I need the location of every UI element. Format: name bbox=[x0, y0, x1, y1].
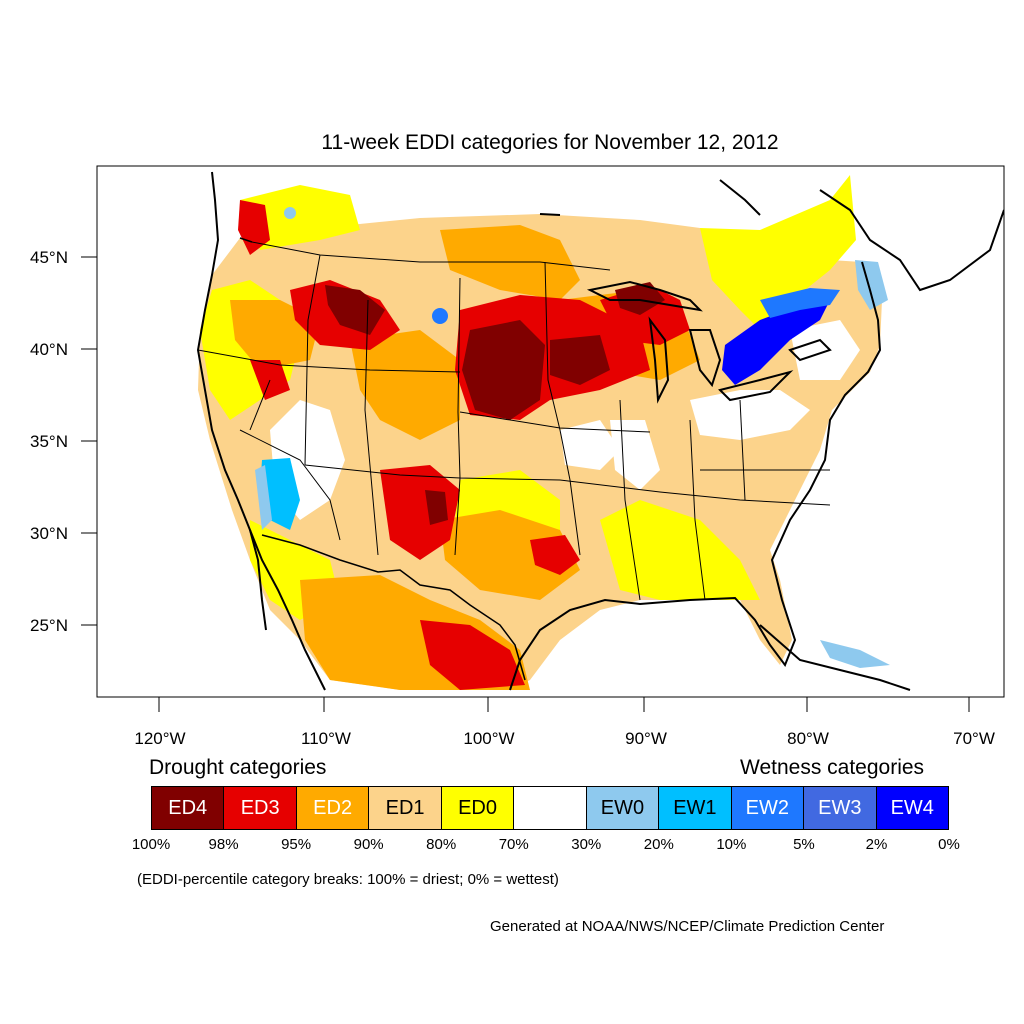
ew0-spot-washington bbox=[284, 207, 296, 219]
break-label: 80% bbox=[426, 836, 457, 853]
coastlines bbox=[196, 171, 1004, 691]
eddi-map: 45°N 40°N 35°N 30°N 25°N 120°W 110°W 100… bbox=[30, 165, 1005, 748]
legend-swatch: EW0 bbox=[585, 786, 660, 830]
neutral-region-illinois bbox=[610, 420, 660, 490]
break-label: 10% bbox=[716, 836, 747, 853]
ed3-region-washington bbox=[238, 200, 270, 255]
legend-swatch: EW4 bbox=[875, 786, 949, 830]
break-label: 30% bbox=[571, 836, 602, 853]
x-tick-label: 110°W bbox=[301, 729, 351, 748]
legend-swatch: ED0 bbox=[440, 786, 515, 830]
x-tick-label: 120°W bbox=[134, 729, 185, 748]
ew2-spot-idaho bbox=[432, 308, 448, 324]
y-axis bbox=[81, 256, 97, 626]
y-tick-label: 45°N bbox=[30, 248, 68, 267]
x-tick-label: 100°W bbox=[463, 729, 514, 748]
ed4-region-iowa bbox=[550, 335, 610, 385]
ed3-region-mexico bbox=[420, 620, 525, 690]
legend-swatch: ED2 bbox=[295, 786, 370, 830]
ew4-region-ontario bbox=[722, 300, 830, 385]
break-label: 90% bbox=[353, 836, 384, 853]
legend-swatch: ED1 bbox=[368, 786, 442, 830]
break-label: 98% bbox=[208, 836, 239, 853]
ed2-region-texas bbox=[440, 510, 580, 600]
y-tick-label: 40°N bbox=[30, 340, 68, 359]
ed2-region-rockies bbox=[350, 330, 460, 440]
y-tick-label: 30°N bbox=[30, 524, 68, 543]
ed3-region-new-mexico bbox=[380, 465, 460, 560]
break-label: 5% bbox=[793, 836, 815, 853]
break-label: 2% bbox=[865, 836, 888, 853]
international-borders bbox=[239, 237, 526, 681]
ed0-region-southeast bbox=[600, 500, 760, 600]
break-label: 0% bbox=[938, 836, 960, 853]
wetness-legend-heading: Wetness categories bbox=[740, 756, 925, 779]
great-lakes bbox=[586, 280, 832, 404]
state-boundaries bbox=[197, 241, 831, 601]
ed4-region-montana bbox=[325, 285, 385, 335]
drought-legend-heading: Drought categories bbox=[149, 756, 327, 779]
neutral-region-texas bbox=[560, 420, 620, 470]
break-label: 70% bbox=[498, 836, 529, 853]
map-title: 11-week EDDI categories for November 12,… bbox=[321, 131, 779, 154]
y-tick-labels: 45°N 40°N 35°N 30°N 25°N bbox=[30, 248, 68, 635]
neutral-region-newengland bbox=[790, 320, 860, 380]
x-tick-label: 90°W bbox=[625, 729, 667, 748]
ed0-region-northeast bbox=[700, 175, 856, 330]
ew0-region-quebec bbox=[855, 260, 888, 310]
ed4-region-new-mexico bbox=[425, 490, 448, 525]
ed0-region-north bbox=[240, 185, 360, 250]
plot-frame bbox=[96, 165, 1005, 698]
x-axis bbox=[158, 697, 970, 712]
y-tick-label: 35°N bbox=[30, 432, 68, 451]
ed4-region-wisconsin bbox=[615, 282, 665, 315]
category-note: (EDDI-percentile category breaks: 100% =… bbox=[137, 871, 559, 888]
legend-swatch: EW2 bbox=[730, 786, 805, 830]
legend-swatch bbox=[513, 786, 587, 830]
break-label: 100% bbox=[131, 836, 171, 853]
y-tick-label: 25°N bbox=[30, 616, 68, 635]
legend-swatch: EW3 bbox=[803, 786, 877, 830]
category-legend: ED4 ED3 ED2 ED1 ED0 EW0 EW1 EW2 EW3 EW4 bbox=[151, 786, 949, 830]
legend-swatch: ED3 bbox=[223, 786, 297, 830]
break-label: 20% bbox=[643, 836, 674, 853]
ew0-region-cuba bbox=[820, 640, 890, 668]
x-tick-label: 80°W bbox=[787, 729, 829, 748]
ew0-region-california bbox=[255, 465, 272, 530]
ew2-region-ontario bbox=[760, 288, 840, 318]
x-tick-labels: 120°W 110°W 100°W 90°W 80°W 70°W bbox=[134, 729, 994, 748]
legend-swatch: EW1 bbox=[658, 786, 732, 830]
credit-line: Generated at NOAA/NWS/NCEP/Climate Predi… bbox=[490, 918, 885, 935]
neutral-region-ohio bbox=[690, 390, 810, 440]
category-break-labels: 100% 98% 95% 90% 80% 70% 30% 20% 10% 5% 2% 0% bbox=[0, 836, 1024, 856]
break-label: 95% bbox=[281, 836, 312, 853]
x-tick-label: 70°W bbox=[953, 729, 995, 748]
ed3-region-texas-east bbox=[530, 535, 580, 575]
ed4-region-nebraska bbox=[462, 320, 545, 420]
legend-swatch: ED4 bbox=[151, 786, 225, 830]
